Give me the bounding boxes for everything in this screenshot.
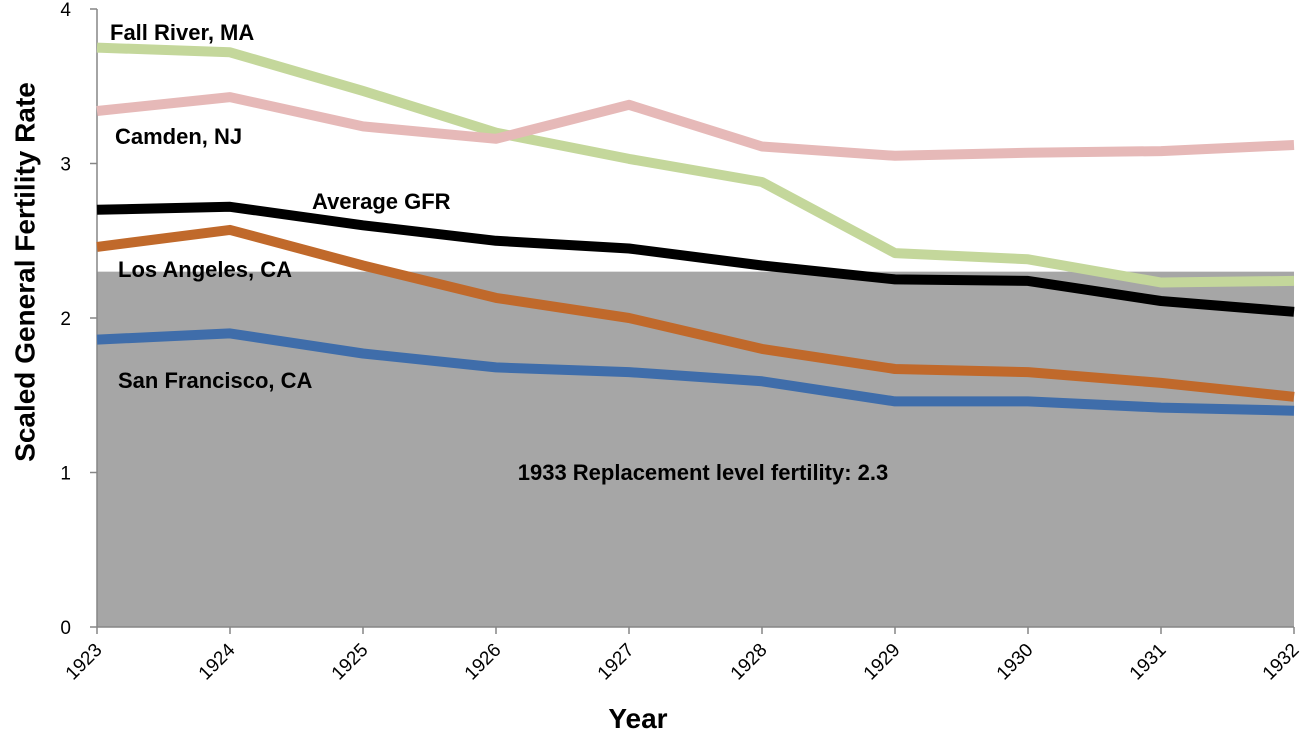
series-line-average-gfr	[96, 201, 1295, 317]
x-tick-label: 1929	[860, 640, 905, 685]
series-line-los-angeles-ca	[96, 224, 1295, 402]
y-tick-label: 0	[60, 618, 71, 639]
y-tick-label: 2	[60, 309, 71, 330]
y-tick-label: 3	[60, 155, 71, 176]
x-tick-label: 1927	[594, 640, 639, 685]
series-line-san-francisco-ca	[96, 328, 1295, 416]
x-tick-label: 1932	[1259, 640, 1300, 685]
x-tick-label: 1931	[1126, 640, 1171, 685]
series-line-camden-nj	[96, 92, 1295, 161]
x-tick-label: 1926	[461, 640, 506, 685]
x-tick-label: 1930	[993, 640, 1038, 685]
y-axis-title: Scaled General Fertility Rate	[9, 82, 40, 462]
series-label-san-francisco-ca: San Francisco, CA	[118, 368, 313, 393]
x-tick-label: 1924	[195, 639, 240, 684]
y-tick-label: 4	[60, 0, 71, 21]
series-line-fall-river-ma	[96, 42, 1295, 288]
series-label-camden-nj: Camden, NJ	[115, 124, 242, 149]
x-axis-title: Year	[608, 703, 667, 733]
x-tick-label: 1925	[328, 640, 373, 685]
x-tick-label: 1923	[62, 640, 107, 685]
series-label-fall-river-ma: Fall River, MA	[110, 20, 254, 45]
x-tick-label: 1928	[727, 640, 772, 685]
y-tick-label: 1	[60, 464, 71, 485]
series-label-los-angeles-ca: Los Angeles, CA	[118, 257, 292, 282]
replacement-level-label: 1933 Replacement level fertility: 2.3	[518, 460, 889, 485]
replacement-level-band	[97, 271, 1294, 627]
series-label-average-gfr: Average GFR	[312, 189, 451, 214]
